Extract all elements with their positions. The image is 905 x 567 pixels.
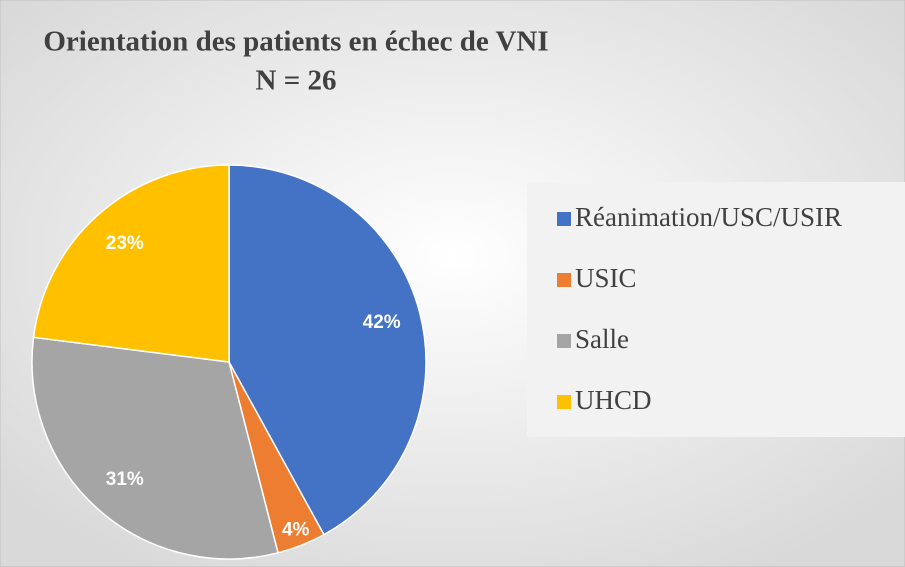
pie-slice bbox=[32, 164, 230, 363]
legend-label: USIC bbox=[575, 263, 637, 293]
legend-box bbox=[527, 182, 905, 437]
legend-swatch bbox=[557, 334, 571, 348]
data-label: 23% bbox=[106, 233, 144, 254]
chart-subtitle: N = 26 bbox=[256, 65, 337, 97]
legend-swatch bbox=[557, 273, 571, 287]
legend-label: Réanimation/USC/USIR bbox=[575, 202, 842, 232]
legend-label: Salle bbox=[575, 324, 629, 354]
legend-swatch bbox=[557, 212, 571, 226]
data-label: 42% bbox=[363, 312, 401, 333]
data-label: 31% bbox=[106, 469, 144, 490]
chart-title: Orientation des patients en échec de VNI bbox=[43, 26, 548, 58]
pie-slice bbox=[31, 336, 279, 560]
pie-slice bbox=[228, 164, 427, 536]
legend-label: UHCD bbox=[575, 385, 652, 415]
legend-swatch bbox=[557, 395, 571, 409]
data-label: 4% bbox=[282, 520, 310, 541]
